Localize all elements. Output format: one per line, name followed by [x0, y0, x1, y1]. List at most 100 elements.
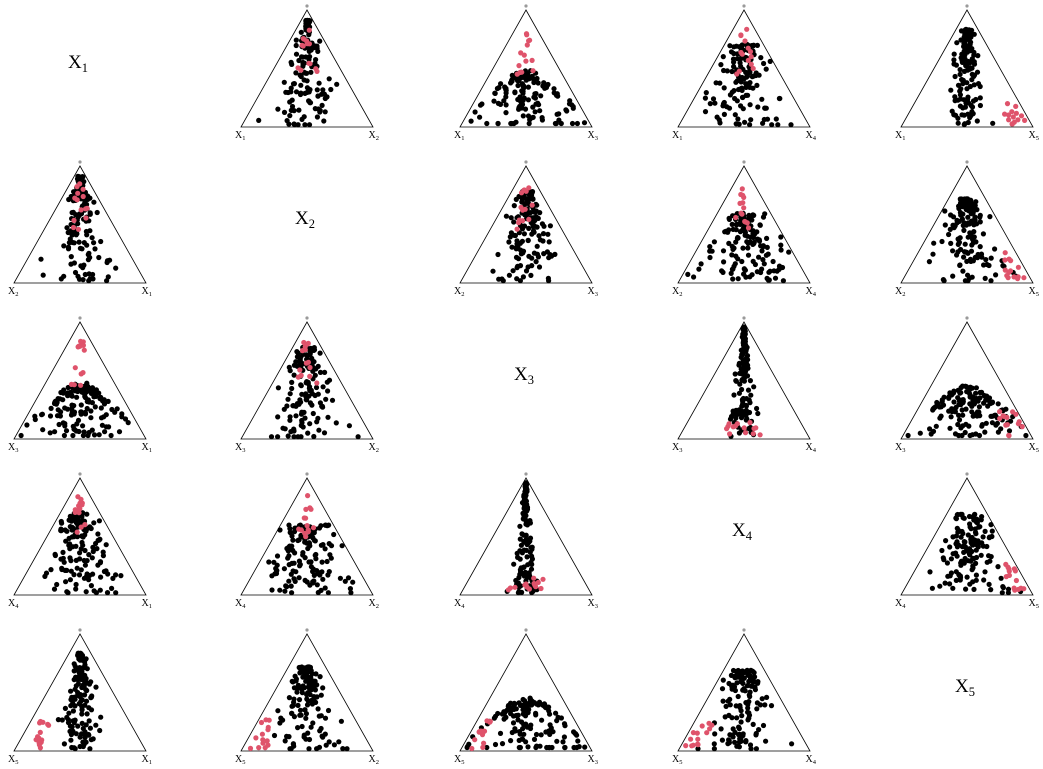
vertex-label-left: X2 [672, 286, 682, 298]
scatter-point-group-a [70, 708, 76, 714]
scatter-point-group-a [68, 391, 74, 398]
scatter-point-group-a [307, 400, 313, 406]
scatter-point-group-a [86, 718, 92, 724]
scatter-point-group-a [703, 90, 709, 96]
scatter-point-group-a [760, 257, 766, 263]
scatter-point-group-a [967, 256, 974, 262]
scatter-point-group-a [517, 744, 524, 751]
scatter-point-group-a [546, 708, 552, 714]
scatter-point-group-a [289, 379, 295, 385]
scatter-point-group-a [974, 207, 980, 213]
scatter-point-group-a [763, 738, 769, 744]
scatter-point-group-a [965, 532, 971, 538]
scatter-point-group-a [948, 240, 954, 246]
scatter-point-group-a [517, 278, 524, 284]
scatter-point-group-a [967, 552, 973, 558]
scatter-point-group-b [264, 738, 270, 744]
scatter-point-group-a [281, 79, 287, 85]
scatter-point-group-a [548, 725, 554, 731]
scatter-point-group-a [992, 246, 998, 252]
scatter-point-group-a [77, 550, 83, 556]
apex-marker [965, 4, 969, 8]
scatter-point-group-a [969, 432, 976, 438]
scatter-point-group-b [83, 215, 89, 221]
scatter-point-group-a [88, 707, 95, 713]
scatter-point-group-a [971, 512, 978, 518]
scatter-point-group-a [984, 543, 990, 550]
scatter-point-group-a [976, 432, 983, 439]
scatter-point-group-a [300, 54, 306, 60]
scatter-point-group-a [503, 94, 509, 100]
scatter-point-group-a [329, 397, 336, 403]
scatter-point-group-a [737, 731, 743, 738]
scatter-point-group-a [957, 103, 964, 109]
scatter-point-group-a [541, 223, 547, 229]
scatter-point-group-a [313, 671, 319, 677]
scatter-point-group-a [967, 524, 973, 530]
scatter-point-group-a [728, 413, 735, 420]
scatter-point-group-a [967, 39, 973, 46]
scatter-point-group-a [963, 43, 970, 49]
scatter-point-group-a [761, 60, 767, 67]
scatter-point-group-b [1010, 114, 1016, 120]
scatter-point-group-b [74, 184, 80, 190]
scatter-point-group-a [736, 362, 742, 368]
scatter-point-group-a [319, 559, 325, 565]
scatter-point-group-a [76, 701, 82, 707]
scatter-point-group-a [347, 586, 353, 592]
scatter-point-group-a [519, 500, 526, 506]
scatter-point-group-a [71, 668, 77, 674]
scatter-point-group-a [768, 703, 775, 709]
scatter-point-group-a [521, 95, 527, 101]
vertex-label-right: X5 [1029, 598, 1039, 610]
scatter-point-group-b [304, 523, 310, 529]
scatter-point-group-a [314, 419, 320, 425]
scatter-point-group-b [487, 719, 493, 725]
scatter-point-group-a [969, 242, 975, 248]
scatter-point-group-b [314, 380, 320, 386]
scatter-point-group-a [519, 74, 525, 80]
scatter-point-group-b [1006, 572, 1013, 579]
ternary-panel-x1-x5: X1 X5 [895, 4, 1039, 142]
scatter-point-group-a [66, 542, 72, 548]
scatter-point-group-a [745, 387, 752, 393]
scatter-point-group-a [77, 669, 83, 675]
scatter-point-group-a [727, 702, 733, 708]
vertex-label-right: X1 [142, 286, 152, 298]
scatter-point-group-a [927, 426, 933, 432]
scatter-point-group-a [714, 114, 720, 120]
scatter-point-group-a [973, 572, 980, 578]
scatter-point-group-a [306, 746, 312, 752]
scatter-point-group-a [289, 560, 295, 567]
scatter-point-group-b [71, 217, 77, 223]
scatter-point-group-b [1006, 432, 1012, 438]
scatter-point-group-a [318, 692, 324, 698]
scatter-point-group-a [747, 80, 753, 86]
scatter-point-group-a [84, 405, 90, 412]
scatter-point-group-a [960, 423, 966, 429]
scatter-point-group-a [739, 42, 745, 49]
scatter-point-group-a [987, 558, 993, 564]
scatter-point-group-a [698, 261, 704, 267]
scatter-point-group-a [311, 578, 317, 584]
scatter-point-group-a [528, 272, 534, 278]
vertex-label-left: X2 [8, 286, 18, 298]
scatter-point-group-b [304, 41, 310, 47]
scatter-point-group-a [76, 239, 82, 245]
scatter-point-group-a [998, 575, 1004, 581]
scatter-point-group-a [291, 576, 297, 582]
scatter-point-group-a [320, 685, 326, 691]
scatter-point-group-a [786, 249, 792, 255]
scatter-point-group-a [313, 384, 320, 391]
scatter-point-group-b [737, 200, 743, 206]
scatter-point-group-a [532, 209, 538, 215]
scatter-point-group-a [778, 234, 784, 240]
scatter-point-group-a [952, 409, 959, 415]
scatter-point-group-b [750, 431, 756, 437]
vertex-label-left: X2 [454, 286, 464, 298]
scatter-point-group-a [496, 276, 502, 282]
scatter-point-group-b [299, 42, 305, 48]
scatter-point-group-a [85, 193, 91, 199]
scatter-point-group-a [729, 252, 735, 258]
